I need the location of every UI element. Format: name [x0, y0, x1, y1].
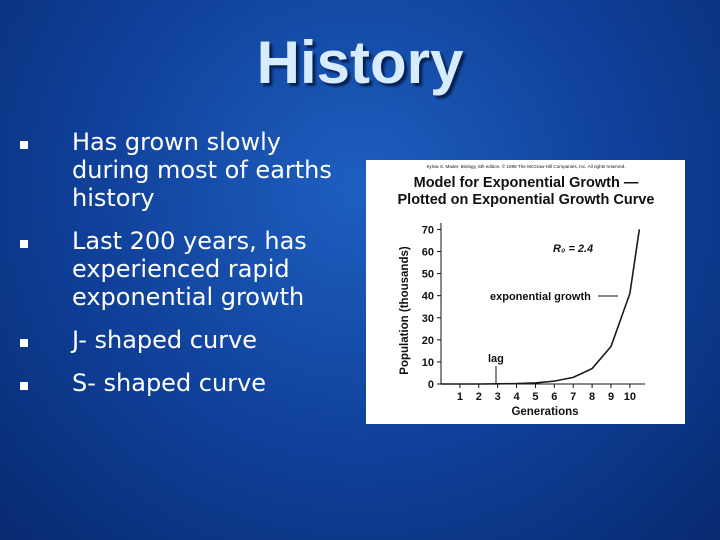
bullet-list: Has grown slowly during most of earths h… [20, 128, 360, 412]
x-tick-label: 5 [532, 391, 538, 403]
bullet: Last 200 years, has experienced rapid ex… [20, 227, 357, 311]
y-tick-label: 50 [422, 269, 434, 281]
y-tick-label: 0 [428, 379, 434, 391]
y-tick-label: 40 [422, 291, 434, 303]
y-axis-label: Population (thousands) [399, 246, 411, 375]
x-tick-label: 10 [624, 391, 636, 403]
slide-title: History [256, 29, 464, 96]
x-tick-label: 9 [608, 391, 614, 403]
x-tick-label: 7 [570, 391, 576, 403]
y-tick-label: 60 [422, 247, 434, 259]
y-tick-label: 10 [422, 357, 434, 369]
y-tick-label: 20 [422, 335, 434, 347]
x-tick-label: 6 [551, 391, 557, 403]
bullet: S- shaped curve [20, 369, 357, 397]
curve [441, 229, 641, 385]
x-axis-label: Generations [511, 406, 578, 418]
chart: Sylvia S. Mader, Biology, 6th edition. ©… [398, 163, 655, 418]
chart-title: Model for Exponential Growth — [414, 175, 639, 191]
x-tick-label: 1 [457, 391, 463, 403]
x-tick-label: 2 [476, 391, 482, 403]
x-tick-label: 3 [495, 391, 501, 403]
credit: Sylvia S. Mader, Biology, 6th edition. ©… [426, 163, 625, 169]
x-tick-label: 4 [513, 391, 520, 403]
annotation: R₀ = 2.4 [553, 243, 593, 255]
annotation: lag [488, 353, 504, 365]
y-tick-label: 70 [422, 224, 434, 236]
chart-title: Plotted on Exponential Growth Curve [398, 192, 655, 208]
annotation: exponential growth [490, 291, 591, 303]
bullet: J- shaped curve [20, 326, 357, 354]
y-tick-label: 30 [422, 313, 434, 325]
x-tick-label: 8 [589, 391, 595, 403]
bullet: Has grown slowly during most of earths h… [20, 128, 357, 212]
figure: Sylvia S. Mader, Biology, 6th edition. ©… [366, 160, 685, 424]
